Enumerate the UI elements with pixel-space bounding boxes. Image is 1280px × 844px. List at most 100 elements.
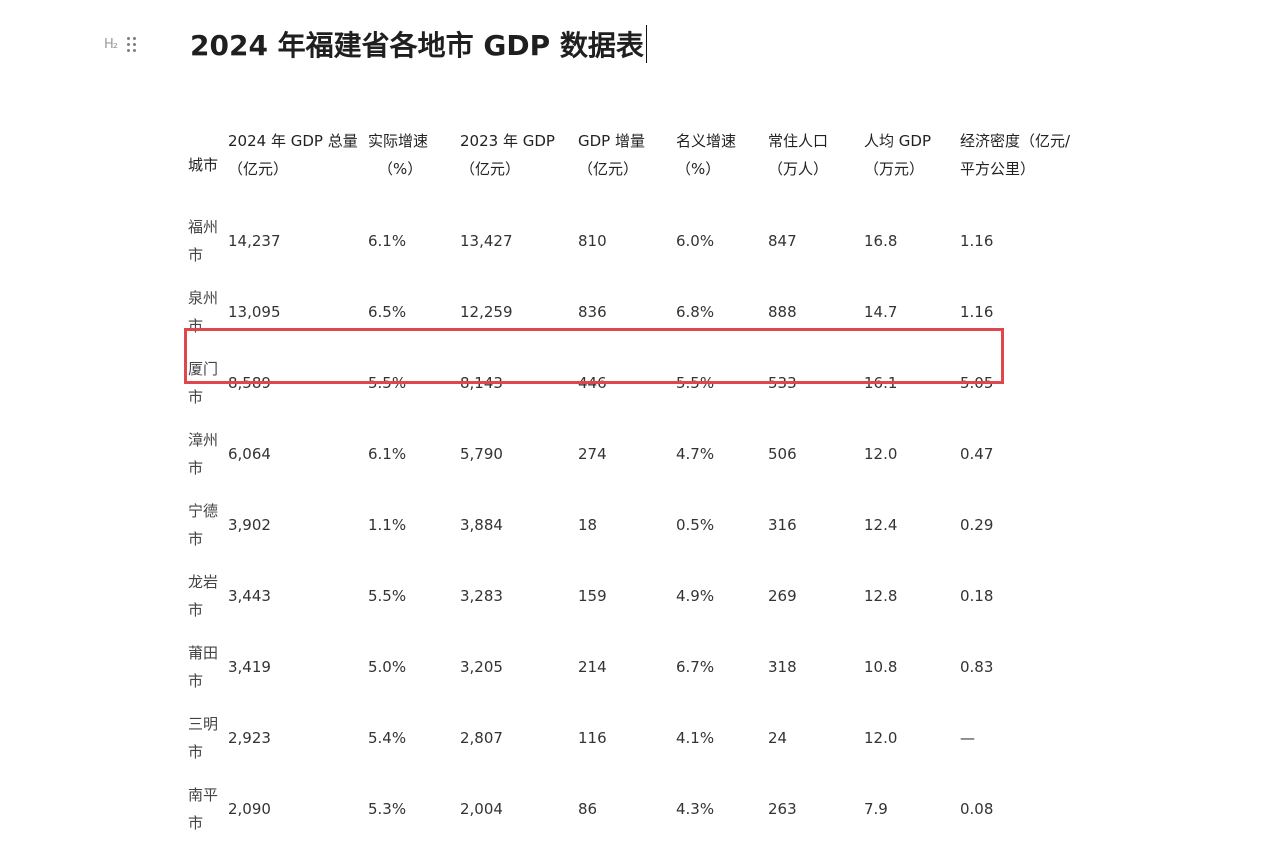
page-title[interactable]: 2024 年福建省各地市 GDP 数据表 (190, 25, 647, 66)
cell-increment[interactable]: 159 (578, 586, 607, 605)
cell-density[interactable]: 0.83 (960, 657, 994, 676)
header-gdp-2024[interactable]: 2024 年 GDP 总量 （亿元） (228, 105, 368, 205)
cell-population[interactable]: 263 (768, 799, 797, 818)
cell-gdp-2024[interactable]: 3,902 (228, 515, 271, 534)
cell-gdp-2024[interactable]: 3,443 (228, 586, 271, 605)
cell-population[interactable]: 506 (768, 444, 797, 463)
cell-increment[interactable]: 446 (578, 373, 607, 392)
cell-increment[interactable]: 836 (578, 302, 607, 321)
cell-gdp-2023[interactable]: 2,807 (460, 728, 503, 747)
cell-real-growth[interactable]: 6.5% (368, 302, 407, 321)
cell-nominal-growth[interactable]: 6.0% (676, 231, 715, 250)
cell-per-capita[interactable]: 7.9 (864, 799, 888, 818)
cell-real-growth[interactable]: 5.5% (368, 586, 407, 605)
cell-city[interactable]: 厦门市 (188, 359, 219, 406)
cell-nominal-growth[interactable]: 5.5% (676, 373, 715, 392)
cell-city[interactable]: 三明市 (188, 714, 219, 761)
header-density[interactable]: 经济密度（亿元/ 平方公里） (960, 105, 1108, 205)
cell-city[interactable]: 漳州市 (188, 430, 219, 477)
cell-increment[interactable]: 810 (578, 231, 607, 250)
cell-real-growth[interactable]: 5.3% (368, 799, 407, 818)
cell-per-capita[interactable]: 14.7 (864, 302, 898, 321)
header-per-capita[interactable]: 人均 GDP （万元） (864, 105, 960, 205)
cell-real-growth[interactable]: 1.1% (368, 515, 407, 534)
header-city[interactable]: 城市 (188, 105, 228, 205)
cell-gdp-2024[interactable]: 8,589 (228, 373, 271, 392)
cell-gdp-2023[interactable]: 12,259 (460, 302, 513, 321)
cell-nominal-growth[interactable]: 4.1% (676, 728, 715, 747)
cell-per-capita[interactable]: 16.1 (864, 373, 898, 392)
cell-density[interactable]: 0.08 (960, 799, 994, 818)
cell-nominal-growth[interactable]: 4.3% (676, 799, 715, 818)
cell-nominal-growth[interactable]: 4.7% (676, 444, 715, 463)
cell-density[interactable]: 1.16 (960, 231, 994, 250)
cell-population[interactable]: 888 (768, 302, 797, 321)
drag-handle-icon[interactable] (127, 36, 136, 52)
cell-gdp-2023[interactable]: 3,205 (460, 657, 503, 676)
cell-population[interactable]: 316 (768, 515, 797, 534)
cell-increment[interactable]: 18 (578, 515, 598, 534)
cell-per-capita[interactable]: 12.4 (864, 515, 898, 534)
cell-nominal-growth[interactable]: 6.7% (676, 657, 715, 676)
cell-nominal-growth[interactable]: 4.9% (676, 586, 715, 605)
cell-per-capita[interactable]: 16.8 (864, 231, 898, 250)
cell-population[interactable]: 847 (768, 231, 797, 250)
cell-nominal-growth[interactable]: 0.5% (676, 515, 715, 534)
cell-gdp-2023[interactable]: 13,427 (460, 231, 513, 250)
cell-density[interactable]: 1.16 (960, 302, 994, 321)
cell-nominal-growth[interactable]: 6.8% (676, 302, 715, 321)
cell-density[interactable]: 5.05 (960, 373, 994, 392)
cell-density[interactable]: — (960, 728, 975, 747)
cell-population[interactable]: 24 (768, 728, 788, 747)
cell-per-capita[interactable]: 12.8 (864, 586, 898, 605)
cell-city[interactable]: 宁德市 (188, 501, 219, 548)
heading-icon[interactable]: H₂ (104, 36, 118, 52)
cell-gdp-2024[interactable]: 6,064 (228, 444, 271, 463)
table-header-row: 城市 2024 年 GDP 总量 （亿元） 实际增速 （%） 2023 年 GD… (188, 105, 1108, 205)
header-population[interactable]: 常住人口 （万人） (768, 105, 864, 205)
cell-per-capita[interactable]: 12.0 (864, 444, 898, 463)
cell-city[interactable]: 龙岩市 (188, 572, 219, 619)
cell-city[interactable]: 莆田市 (188, 643, 219, 690)
table-row: 南平市 2,090 5.3% 2,004 86 4.3% 263 7.9 0.0… (188, 773, 1108, 844)
cell-real-growth[interactable]: 5.0% (368, 657, 407, 676)
cell-per-capita[interactable]: 12.0 (864, 728, 898, 747)
cell-gdp-2023[interactable]: 3,884 (460, 515, 503, 534)
cell-population[interactable]: 533 (768, 373, 797, 392)
cell-real-growth[interactable]: 6.1% (368, 444, 407, 463)
cell-real-growth[interactable]: 5.5% (368, 373, 407, 392)
cell-increment[interactable]: 274 (578, 444, 607, 463)
cell-city[interactable]: 福州市 (188, 217, 219, 264)
cell-increment[interactable]: 116 (578, 728, 607, 747)
cell-increment[interactable]: 86 (578, 799, 598, 818)
cell-gdp-2024[interactable]: 13,095 (228, 302, 281, 321)
cell-per-capita[interactable]: 10.8 (864, 657, 898, 676)
cell-gdp-2023[interactable]: 5,790 (460, 444, 503, 463)
cell-density[interactable]: 0.18 (960, 586, 994, 605)
header-gdp-2023[interactable]: 2023 年 GDP （亿元） (460, 105, 578, 205)
header-line-2: （%） (676, 160, 721, 178)
page-title-text[interactable]: 2024 年福建省各地市 GDP 数据表 (190, 29, 644, 62)
table-row: 福州市 14,237 6.1% 13,427 810 6.0% 847 16.8… (188, 205, 1108, 276)
cell-gdp-2023[interactable]: 2,004 (460, 799, 503, 818)
cell-gdp-2024[interactable]: 14,237 (228, 231, 281, 250)
cell-gdp-2024[interactable]: 2,923 (228, 728, 271, 747)
cell-gdp-2024[interactable]: 3,419 (228, 657, 271, 676)
cell-density[interactable]: 0.47 (960, 444, 994, 463)
header-line-2: （亿元） (228, 160, 289, 178)
cell-population[interactable]: 269 (768, 586, 797, 605)
cell-increment[interactable]: 214 (578, 657, 607, 676)
header-line-1: 2024 年 GDP 总量 (228, 132, 358, 150)
cell-gdp-2023[interactable]: 3,283 (460, 586, 503, 605)
header-increment[interactable]: GDP 增量 （亿元） (578, 105, 676, 205)
cell-gdp-2023[interactable]: 8,143 (460, 373, 503, 392)
header-real-growth[interactable]: 实际增速 （%） (368, 105, 460, 205)
cell-city[interactable]: 泉州市 (188, 288, 219, 335)
cell-population[interactable]: 318 (768, 657, 797, 676)
header-nominal-growth[interactable]: 名义增速 （%） (676, 105, 768, 205)
cell-gdp-2024[interactable]: 2,090 (228, 799, 271, 818)
cell-density[interactable]: 0.29 (960, 515, 994, 534)
cell-city[interactable]: 南平市 (188, 785, 219, 832)
cell-real-growth[interactable]: 6.1% (368, 231, 407, 250)
cell-real-growth[interactable]: 5.4% (368, 728, 407, 747)
